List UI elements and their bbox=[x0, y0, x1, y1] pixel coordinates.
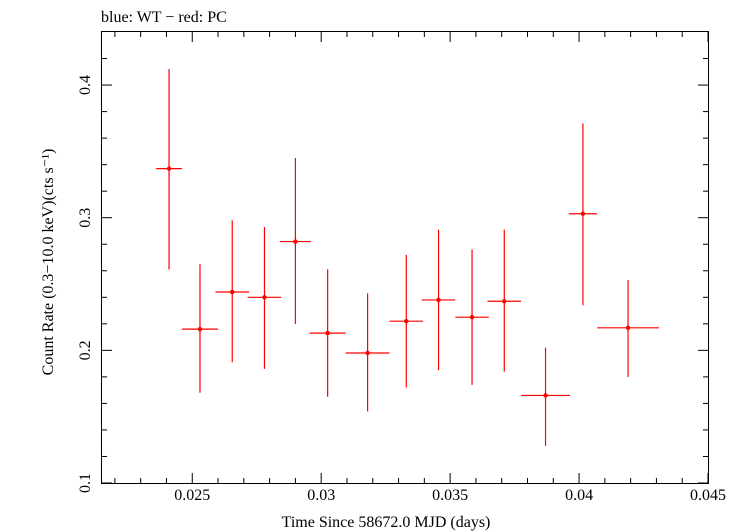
y-tick-label: 0.1 bbox=[77, 473, 94, 493]
data-marker bbox=[580, 211, 586, 216]
axis-ticks bbox=[102, 32, 709, 484]
data-point bbox=[597, 280, 660, 377]
x-axis-label: Time Since 58672.0 MJD (days) bbox=[282, 514, 491, 531]
y-tick-label: 0.3 bbox=[77, 208, 94, 228]
x-tick-label: 0.025 bbox=[174, 487, 210, 504]
data-marker bbox=[543, 393, 548, 398]
data-marker bbox=[293, 239, 298, 244]
data-point bbox=[389, 254, 424, 388]
data-marker bbox=[230, 289, 235, 295]
data-marker bbox=[325, 330, 330, 336]
data-point bbox=[247, 226, 282, 369]
x-tick-label: 0.045 bbox=[690, 487, 726, 504]
data-marker bbox=[365, 350, 370, 356]
y-tick-label: 0.2 bbox=[77, 340, 94, 360]
data-marker bbox=[262, 295, 267, 300]
data-points bbox=[156, 69, 660, 446]
data-marker bbox=[197, 326, 203, 332]
data-marker bbox=[166, 166, 172, 171]
data-point bbox=[215, 220, 249, 363]
x-tick-label: 0.04 bbox=[565, 487, 593, 504]
x-tick-label: 0.035 bbox=[432, 487, 468, 504]
y-axis-label: Count Rate (0.3−10.0 keV)(cts s⁻¹) bbox=[40, 149, 57, 376]
y-tick-label: 0.4 bbox=[77, 75, 94, 95]
data-point bbox=[568, 123, 598, 306]
data-marker bbox=[404, 318, 409, 324]
data-point bbox=[309, 269, 346, 397]
axis-tick-labels: 0.025 0.03 0.035 0.04 0.045 0.1 0.2 0.3 0.4 bbox=[77, 75, 726, 504]
data-marker bbox=[502, 299, 507, 304]
data-point bbox=[181, 264, 219, 393]
data-point bbox=[487, 229, 522, 372]
data-point bbox=[279, 158, 311, 324]
data-point bbox=[521, 347, 571, 446]
data-marker bbox=[469, 314, 475, 320]
data-point bbox=[345, 293, 390, 412]
data-point bbox=[455, 249, 489, 385]
data-marker bbox=[625, 325, 631, 331]
x-tick-label: 0.03 bbox=[307, 487, 335, 504]
data-marker bbox=[436, 297, 441, 303]
data-point bbox=[156, 69, 182, 270]
data-point bbox=[421, 229, 456, 371]
plot-frame bbox=[101, 31, 709, 484]
chart-title: blue: WT − red: PC bbox=[101, 9, 227, 26]
